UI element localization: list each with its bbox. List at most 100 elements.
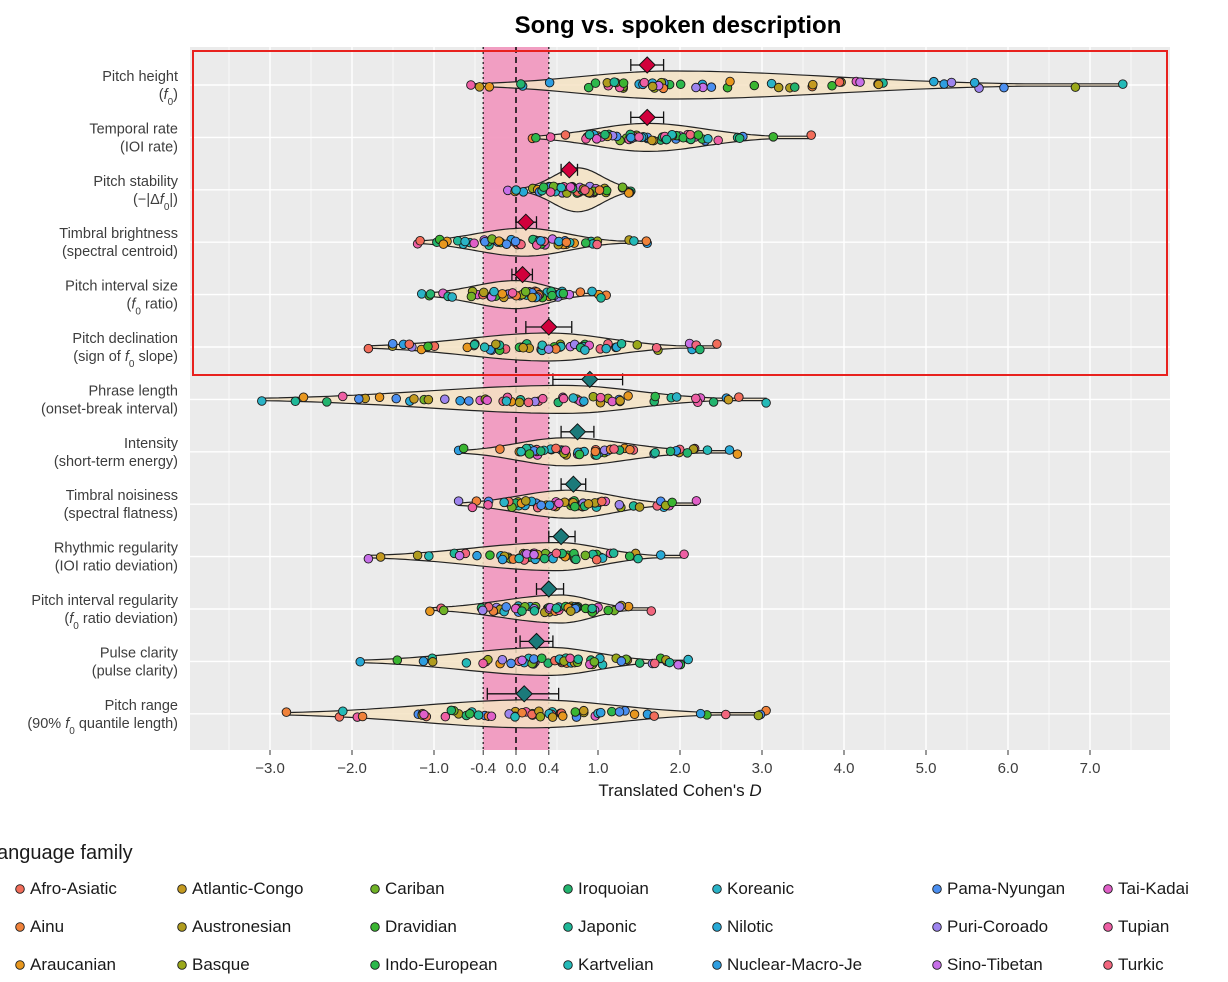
data-point <box>529 606 540 616</box>
y-label: (IOI rate) <box>120 139 178 155</box>
legend-swatch <box>932 922 942 932</box>
x-tick-label: 3.0 <box>752 760 773 777</box>
data-point <box>478 287 489 298</box>
data-point <box>547 290 557 301</box>
feature-row <box>453 475 702 519</box>
data-point <box>671 392 682 402</box>
mean-diamond <box>568 423 587 441</box>
data-point <box>713 135 723 146</box>
data-point <box>521 496 531 506</box>
data-point <box>592 239 602 250</box>
data-point <box>375 552 386 562</box>
data-point <box>424 551 434 561</box>
data-point <box>412 550 423 561</box>
data-point <box>538 393 548 404</box>
y-label-symbol: f <box>160 192 166 208</box>
mean-diamond <box>540 580 558 598</box>
mean-diamond <box>513 265 532 284</box>
data-point <box>469 339 480 350</box>
legend-label: Koreanic <box>727 879 795 898</box>
legend-label: Puri-Coroado <box>947 917 1048 936</box>
legend-label: Cariban <box>385 879 445 898</box>
legend-item: Cariban <box>370 879 445 898</box>
y-label-symbol: f <box>131 297 137 313</box>
data-point <box>535 712 546 722</box>
data-point <box>507 288 518 298</box>
data-point <box>695 344 705 355</box>
y-label: Pitch interval size <box>65 279 178 295</box>
legend-item: Sino-Tibetan <box>932 955 1043 974</box>
data-point <box>650 447 660 458</box>
data-point <box>614 707 625 717</box>
legend-swatch <box>15 884 25 894</box>
data-point <box>391 393 401 404</box>
y-label-part: (90% <box>27 716 65 732</box>
legend-item: Indo-European <box>370 955 497 974</box>
data-point <box>556 182 567 193</box>
data-point <box>551 548 562 559</box>
y-label: (f0 ratio) <box>126 297 178 318</box>
x-tick-label: 2.0 <box>670 760 691 777</box>
legend-item: Puri-Coroado <box>932 917 1048 936</box>
data-point <box>551 603 562 613</box>
feature-row <box>363 527 689 572</box>
legend-label: Araucanian <box>30 955 116 974</box>
data-point <box>482 395 492 406</box>
data-point <box>539 553 550 564</box>
data-point <box>545 132 556 142</box>
y-label-part: ( <box>126 297 131 313</box>
legend-swatch <box>15 922 25 932</box>
data-point <box>570 707 581 717</box>
data-point <box>946 77 957 88</box>
data-point <box>501 602 511 612</box>
data-point <box>418 656 429 667</box>
data-point <box>561 237 572 248</box>
data-point <box>724 445 735 455</box>
x-tick-label: −3.0 <box>255 760 285 777</box>
legend-label: Afro-Asiatic <box>30 879 117 898</box>
data-point <box>467 502 478 513</box>
data-point <box>520 286 531 297</box>
data-point <box>438 605 449 616</box>
x-tick-label: 0.4 <box>538 760 559 777</box>
data-point <box>601 343 611 354</box>
data-point <box>478 658 488 669</box>
y-label-part: ( <box>159 87 164 103</box>
feature-row <box>527 108 816 152</box>
legend-label: Dravidian <box>385 917 457 936</box>
y-label-symbol: f <box>65 716 71 732</box>
legend-label: Nilotic <box>727 917 774 936</box>
data-point <box>466 291 477 302</box>
mean-diamond <box>564 475 583 493</box>
data-point <box>404 339 415 349</box>
data-point <box>514 553 524 564</box>
legend-label: Sino-Tibetan <box>947 955 1043 974</box>
data-point <box>685 129 696 140</box>
data-point <box>702 445 713 455</box>
legend-item: Dravidian <box>370 917 457 936</box>
legend-item: Austronesian <box>177 917 291 936</box>
data-point <box>591 134 602 144</box>
data-point <box>584 130 595 140</box>
y-label-subscript: 0 <box>168 97 174 108</box>
data-point <box>545 187 556 197</box>
data-point <box>565 182 576 192</box>
data-point <box>485 550 495 560</box>
y-label: Temporal rate <box>89 121 178 137</box>
y-label-part: Phrase length <box>89 383 178 399</box>
data-point <box>969 77 980 88</box>
legend-swatch <box>177 960 187 970</box>
data-point <box>625 444 635 455</box>
legend-swatch <box>370 960 380 970</box>
data-point <box>629 236 639 246</box>
mean-diamond <box>515 685 533 703</box>
x-axis-ticks: −3.0 −2.0 −1.0 -0.4 0.0 0.4 1.0 2.0 3.0 4.0 5.0 6.0… <box>255 750 1100 777</box>
data-point <box>626 132 636 143</box>
data-point <box>873 79 884 90</box>
data-point <box>734 133 745 144</box>
data-point <box>338 706 348 716</box>
y-label: Pitch range <box>105 698 178 714</box>
legend-swatch <box>1103 922 1113 932</box>
data-point <box>673 660 683 670</box>
y-label-part: Pitch declination <box>72 331 178 347</box>
